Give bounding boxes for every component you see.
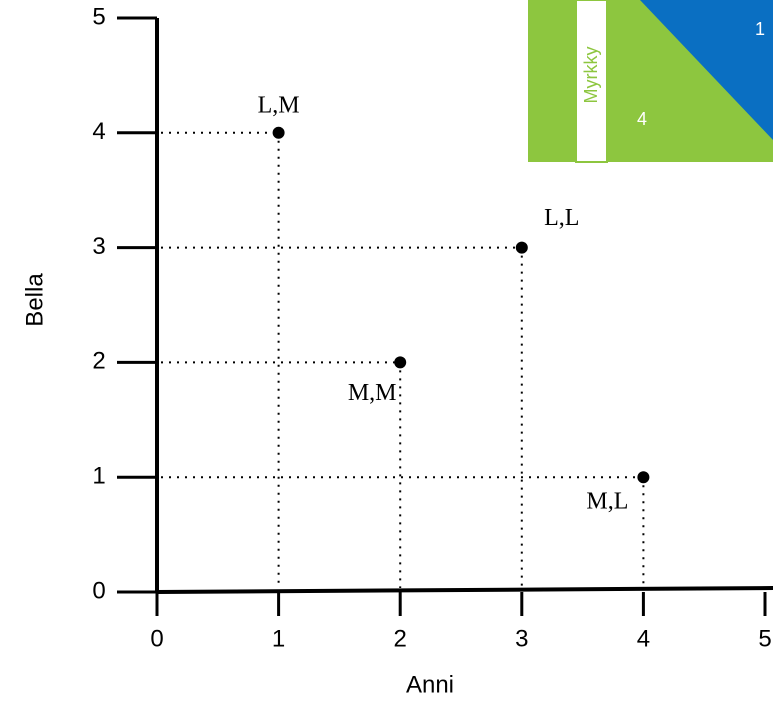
inset-strip-label: Myrkky [581, 47, 601, 104]
inset-number: 1 [755, 19, 765, 39]
y-axis-title: Bella [21, 273, 48, 327]
x-tick-label: 1 [272, 625, 285, 652]
chart: Myrkky 4 1 Anni Bella 0 1 2 3 4 5 0 1 2 3 4 5 L,M L,L… [0, 0, 773, 698]
x-axis-title: Anni [406, 671, 454, 698]
x-tick-label: 0 [150, 625, 163, 652]
y-tick-label: 4 [92, 118, 105, 145]
y-tick-label: 3 [92, 233, 105, 260]
point [637, 471, 649, 483]
x-axis [157, 588, 773, 592]
x-tick-label: 4 [637, 625, 650, 652]
x-tick-label: 3 [515, 625, 528, 652]
inset-number: 4 [637, 109, 647, 129]
point-label: L,M [258, 92, 300, 118]
y-tick-label: 2 [92, 348, 105, 375]
point-label: M,L [586, 489, 628, 515]
page: Myrkky 4 1 Anni Bella 0 1 2 3 4 5 0 1 2 3 4 5 L,M L,L… [0, 0, 773, 698]
y-tick-label: 0 [92, 577, 105, 604]
inset-image: Myrkky 4 1 [528, 0, 773, 162]
y-tick-label: 1 [92, 463, 105, 490]
point [516, 242, 528, 254]
x-tick-label: 2 [394, 625, 407, 652]
point [394, 356, 406, 368]
point [273, 127, 285, 139]
y-tick-label: 5 [92, 3, 105, 30]
x-tick-label: 5 [758, 625, 771, 652]
point-label: M,M [348, 380, 397, 406]
point-label: L,L [544, 205, 579, 231]
